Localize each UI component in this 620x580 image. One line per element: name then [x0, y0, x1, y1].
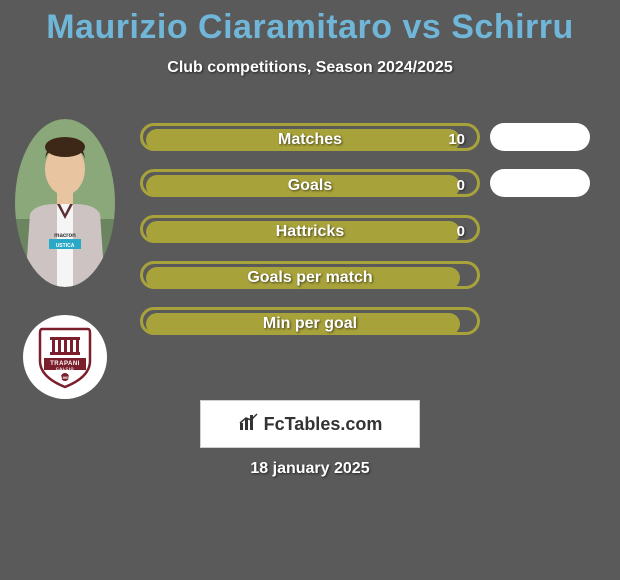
opponent-column [490, 123, 600, 353]
bar-value: 0 [457, 172, 465, 200]
bar-fill [146, 221, 460, 243]
player-photo: macron USTICA [15, 119, 115, 287]
bar-fill [146, 129, 460, 151]
page-title: Maurizio Ciaramitaro vs Schirru [0, 0, 620, 47]
svg-text:1905: 1905 [61, 375, 71, 380]
bar-outer: Goals per match [140, 261, 480, 289]
comparison-infographic: Maurizio Ciaramitaro vs Schirru Club com… [0, 0, 620, 580]
stat-row: Matches10 [140, 123, 480, 151]
opponent-pill [490, 123, 590, 151]
footer-date: 18 january 2025 [0, 460, 620, 478]
club-logo: TRAPANI CALCIO 1905 [23, 315, 107, 399]
pill-spacer [490, 307, 600, 335]
bar-value: 10 [448, 126, 465, 154]
opponent-pill [490, 169, 590, 197]
brand-text: FcTables.com [264, 414, 383, 435]
stat-row: Goals per match [140, 261, 480, 289]
bar-fill [146, 175, 460, 197]
club-shield-icon: TRAPANI CALCIO 1905 [36, 325, 94, 389]
stat-row: Hattricks0 [140, 215, 480, 243]
bar-outer: Hattricks0 [140, 215, 480, 243]
player-column: macron USTICA [10, 117, 120, 399]
stat-row: Min per goal [140, 307, 480, 335]
svg-text:macron: macron [54, 233, 76, 239]
bar-outer: Goals0 [140, 169, 480, 197]
brand-badge[interactable]: FcTables.com [200, 400, 420, 448]
bar-fill [146, 313, 460, 335]
pill-spacer [490, 261, 600, 289]
bar-fill [146, 267, 460, 289]
pill-spacer [490, 215, 600, 243]
bar-outer: Matches10 [140, 123, 480, 151]
bar-value: 0 [457, 218, 465, 246]
page-subtitle: Club competitions, Season 2024/2025 [0, 59, 620, 77]
club-text-bottom: CALCIO [56, 366, 74, 371]
svg-text:USTICA: USTICA [56, 243, 75, 249]
stat-row: Goals0 [140, 169, 480, 197]
bar-outer: Min per goal [140, 307, 480, 335]
chart-icon [238, 411, 260, 438]
stat-bars: Matches10 Goals0 Hattricks0 Goals per match… [140, 123, 480, 353]
